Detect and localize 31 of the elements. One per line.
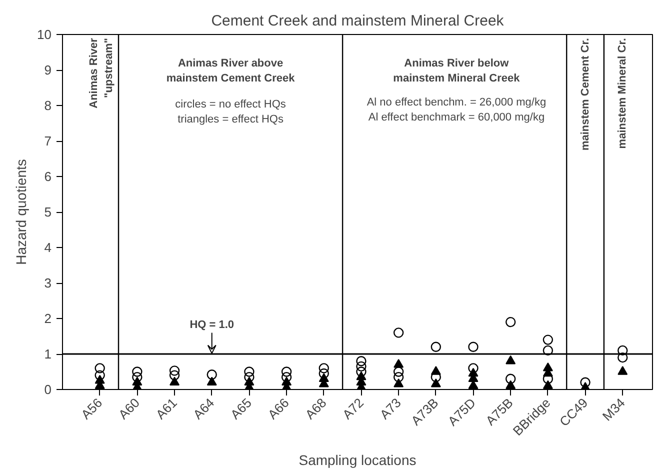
x-tick-label: A66	[264, 395, 292, 422]
x-tick-label: A64	[190, 395, 218, 422]
x-tick-label: A72	[340, 395, 367, 422]
annotation: mainstem Mineral Cr.	[616, 38, 629, 149]
chart-title: Cement Creek and mainstem Mineral Creek	[211, 12, 504, 30]
y-axis-title: Hazard quotients	[13, 159, 30, 265]
y-tick-label: 10	[37, 27, 52, 42]
y-tick-label: 8	[44, 98, 52, 113]
x-tick-label: A73	[376, 395, 404, 422]
annotation: Animas River "upstream"	[88, 37, 116, 108]
x-tick-label: A68	[302, 395, 330, 422]
x-tick-label: A61	[152, 395, 180, 422]
y-tick-label: 7	[44, 134, 52, 148]
annotation: Animas River below mainstem Mineral Creek	[393, 58, 521, 85]
y-tick-label: 4	[44, 240, 52, 255]
annotation: mainstem Cement Cr.	[579, 38, 592, 151]
annotation: Al no effect benchm. = 26,000 mg/kg Al effect benchmark = 60,000 mg/kg	[366, 96, 546, 124]
y-tick-label: 1	[44, 346, 52, 362]
annotation: Animas River above mainstem Cement Creek	[166, 58, 296, 85]
annotation: circles = no effect HQs triangles = effect HQs	[175, 98, 286, 126]
x-tick-label: A65	[228, 395, 255, 422]
y-tick-label: 5	[44, 204, 52, 220]
y-tick-label: 3	[44, 276, 52, 290]
annotation: HQ = 1.0	[190, 318, 234, 331]
x-tick-label: A56	[78, 395, 106, 422]
y-tick-label: 9	[44, 62, 52, 78]
y-tick-label: 2	[44, 311, 52, 326]
x-axis-title: Sampling locations	[298, 452, 416, 468]
y-tick-label: 0	[44, 382, 52, 397]
x-tick-label: A60	[116, 395, 142, 422]
y-tick-label: 6	[44, 169, 52, 184]
